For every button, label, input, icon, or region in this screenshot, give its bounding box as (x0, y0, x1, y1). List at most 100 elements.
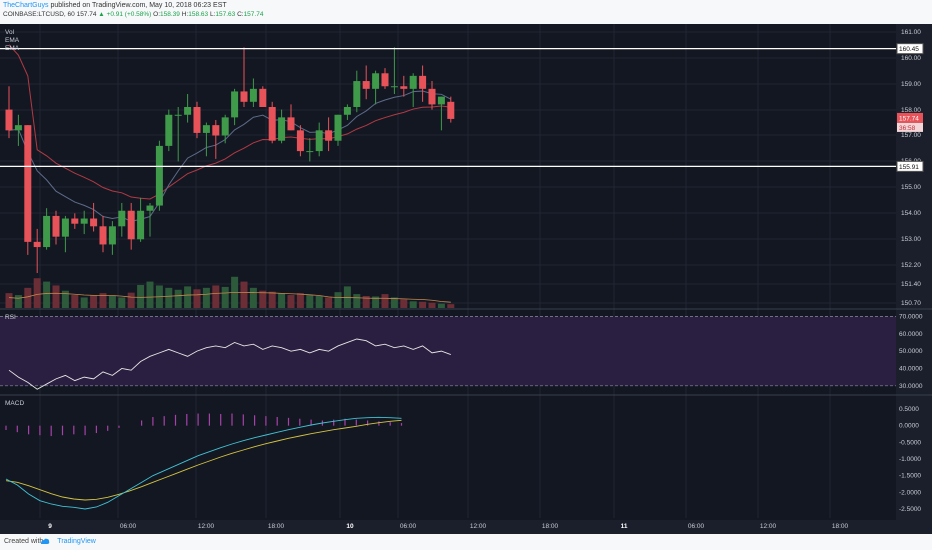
candle-body (362, 81, 370, 89)
volume-bar (362, 296, 370, 308)
price-tick-label: 161.00 (901, 29, 921, 36)
ema-slow-line (8, 44, 451, 200)
price-tick-label: 155.00 (901, 184, 921, 191)
candle-body (43, 215, 51, 248)
volume-bar (306, 295, 314, 308)
volume-bar (221, 286, 229, 308)
candle-body (240, 91, 248, 102)
chart-header: TheChartGuys published on TradingView.co… (0, 0, 932, 24)
volume-bar (325, 297, 333, 308)
candle-body (71, 218, 79, 224)
x-tick-label: 10 (346, 523, 354, 530)
x-tick-label: 18:00 (832, 523, 849, 530)
ema-fast-line (8, 90, 452, 222)
x-tick-label: 12:00 (198, 523, 215, 530)
candle-body (118, 210, 126, 227)
level-price-badge (896, 43, 924, 55)
candle-body (184, 106, 192, 115)
level-price-label: 155.91 (899, 164, 919, 171)
candle-body (447, 101, 455, 119)
price-tick-label: 158.00 (901, 107, 921, 114)
price-tick-label: 150.70 (901, 300, 921, 307)
macd-tick-label: -1.5000 (899, 473, 921, 480)
volume-bar (381, 294, 389, 308)
rsi-tick-label: 60.0000 (899, 331, 923, 338)
last-price-badge (897, 112, 923, 123)
volume-bar (127, 292, 135, 308)
candle-body (90, 218, 98, 227)
volume-bar (212, 285, 220, 308)
author-name[interactable]: TheChartGuys (3, 2, 49, 9)
volume-bar (137, 284, 145, 308)
candle-body (5, 109, 13, 131)
macd-tick-label: 0.5000 (899, 406, 919, 413)
rsi-line (8, 338, 451, 390)
price-tick-label: 151.40 (901, 281, 921, 288)
candle-body (325, 130, 333, 141)
volume-bar (33, 278, 41, 308)
volume-bar (447, 304, 455, 308)
volume-bar (419, 301, 427, 308)
volume-bar (353, 294, 361, 308)
close-label: C: (237, 11, 244, 18)
candle-body (24, 125, 32, 242)
footer: Created with TradingView (0, 534, 932, 550)
price-axis-background (896, 24, 932, 520)
volume-bar (268, 291, 276, 308)
macd-tick-label: 0.0000 (899, 423, 919, 430)
candle-body (52, 215, 60, 237)
candle-body (278, 117, 286, 141)
price-tick-label: 160.00 (901, 55, 921, 62)
candle-body (193, 106, 201, 133)
low-value: 157.63 (215, 11, 236, 18)
chart-canvas[interactable]: 9 06:00 12:00 18:00 10 06:00 12:00 18:00 11 06:00… (0, 24, 932, 534)
candle-body (155, 145, 163, 206)
price-tick-label: 159.00 (901, 81, 921, 88)
price-tick-label: 152.20 (901, 262, 921, 269)
countdown-label: 36:58 (899, 125, 916, 132)
candle-body (61, 218, 69, 237)
volume-bar (259, 290, 267, 308)
level-price-badge (896, 160, 924, 172)
volume-bar (71, 295, 79, 308)
volume-bar (165, 287, 173, 308)
countdown-badge (897, 122, 923, 132)
open-value: 158.39 (160, 11, 180, 18)
candle-body (381, 73, 389, 87)
volume-bar (409, 301, 417, 308)
volume-bar (437, 303, 445, 308)
volume-bar (240, 281, 248, 308)
tradingview-brand[interactable]: TradingView (57, 538, 96, 545)
candle-body (127, 210, 135, 240)
volume-bar (5, 293, 13, 308)
volume-bar (90, 295, 98, 308)
price-tick-label: 154.00 (901, 210, 921, 217)
volume-bar (315, 296, 323, 308)
x-tick-label: 06:00 (400, 523, 417, 530)
candle-body (14, 125, 22, 131)
candle-body (419, 75, 427, 89)
volume-bar (428, 302, 436, 308)
macd-signal-line (5, 419, 402, 501)
rsi-band (0, 316, 896, 386)
x-tick-label: 9 (48, 523, 52, 530)
macd-label: MACD (5, 400, 24, 407)
volume-bar (80, 297, 88, 308)
volume-bar (99, 293, 107, 308)
volume-bar (14, 295, 22, 308)
candle-body (221, 117, 229, 136)
candle-body (268, 106, 276, 141)
volume-bar (174, 289, 182, 308)
change-value: ▲ +0.91 (+0.58%) (98, 11, 152, 18)
volume-bar (184, 286, 192, 308)
volume-bar (146, 281, 154, 308)
x-tick-label: 12:00 (470, 523, 487, 530)
macd-line (5, 416, 402, 510)
volume-bar (334, 292, 342, 308)
symbol-label[interactable]: COINBASE:LTCUSD, 60 (3, 11, 75, 18)
candle-body (174, 114, 182, 116)
macd-tick-label: -1.0000 (899, 456, 921, 463)
candle-body (409, 75, 417, 89)
candle-body (343, 106, 351, 115)
candle-body (108, 226, 116, 245)
